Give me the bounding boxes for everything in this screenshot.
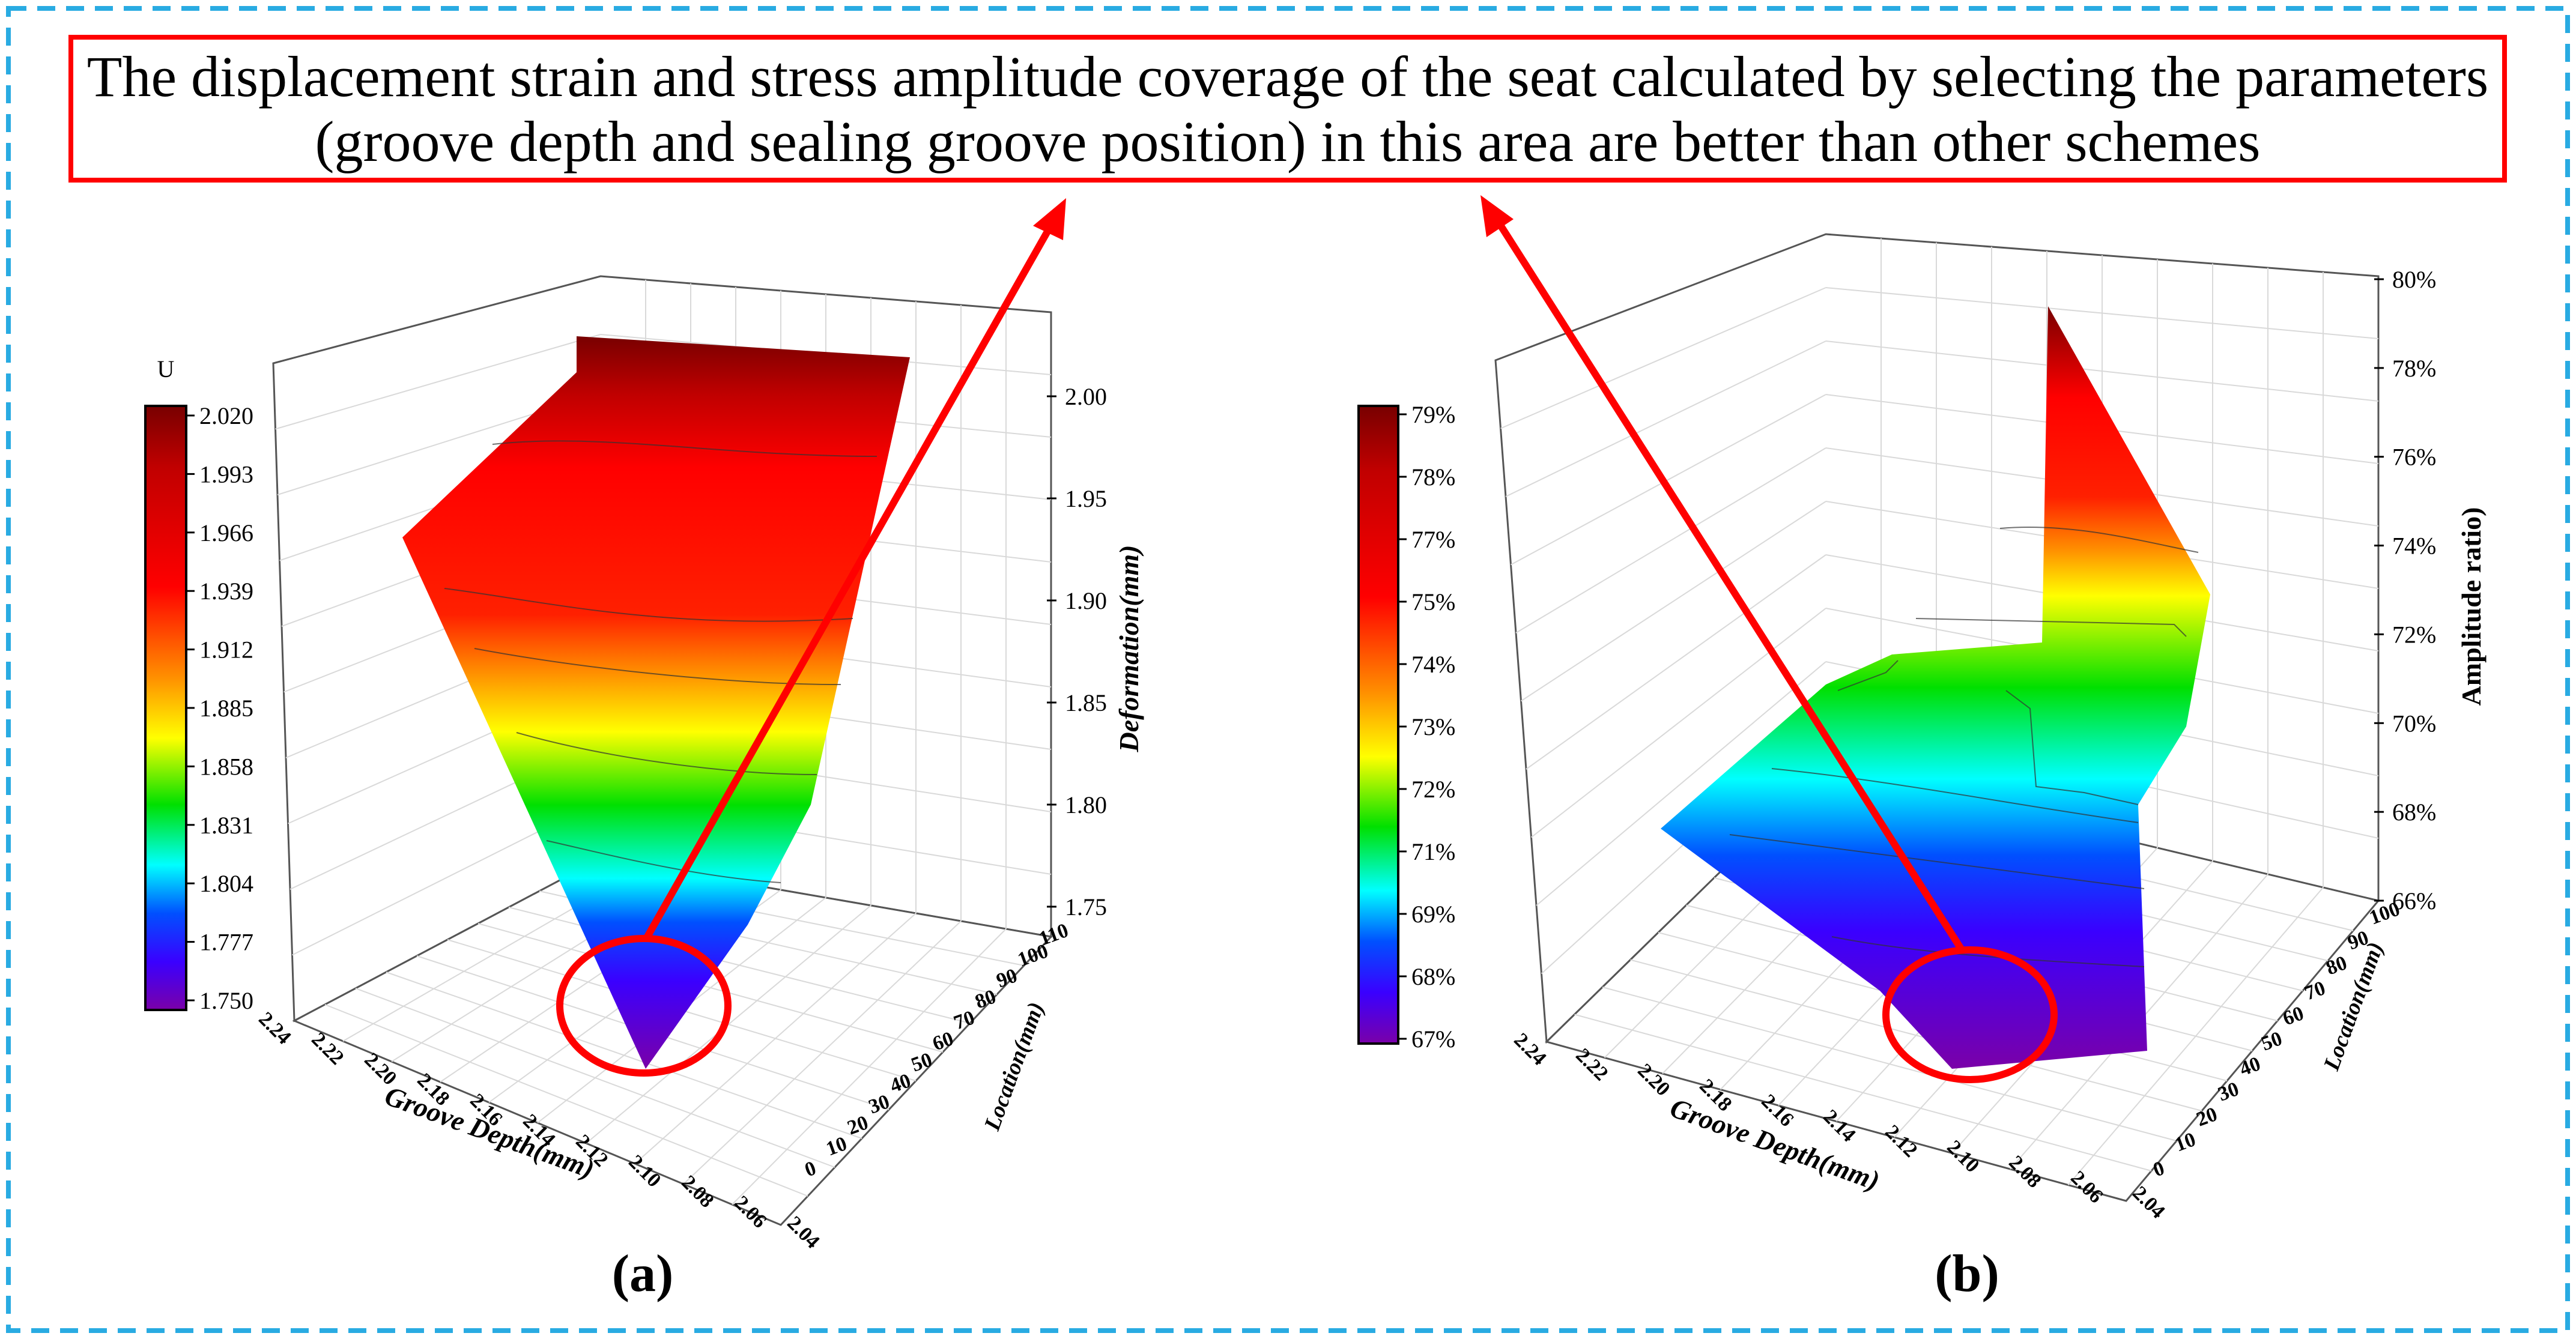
panel-b-contour: [1729, 834, 2145, 889]
panel-a-colorbar-tick: 1.885: [199, 695, 253, 722]
panel-b-optimal-circle: [1882, 946, 2058, 1083]
panel-a-colorbar-tick: 1.831: [199, 812, 253, 839]
panel-a-label: (a): [612, 1245, 674, 1303]
panel-a-z-ticks: 2.00 1.95 1.90 1.85 1.80 1.75: [1047, 383, 1107, 920]
panel-b-surface: [1661, 306, 2210, 1069]
panel-b-y-tick: 0: [2150, 1157, 2168, 1182]
panel-a-gridline: [683, 920, 962, 1185]
panel-a-z-tick: 2.00: [1065, 383, 1107, 410]
panel-a-colorbar-tick: 1.858: [199, 753, 253, 780]
panel-b-contour: [1915, 618, 2187, 637]
panel-a-contour: [516, 732, 817, 775]
panel-a-contour: [444, 588, 853, 622]
panel-a-contour: [546, 840, 781, 883]
panel-a-zlabel: Deformation(mm): [1114, 545, 1144, 753]
panel-a-z-tick: 1.75: [1065, 893, 1107, 920]
panel-a-z-tick: 1.80: [1065, 791, 1107, 818]
panel-a-z-tick: 1.90: [1065, 587, 1107, 614]
panel-a-x-tick: 2.04: [783, 1212, 823, 1253]
panel-b-z-tick: 74%: [2392, 533, 2436, 560]
panel-a-gridline: [732, 928, 1007, 1205]
panel-a-z-tick: 1.95: [1065, 485, 1107, 512]
panel-b-gridline: [1536, 661, 1826, 906]
panel-b-colorbar-tick: 72%: [1411, 776, 1455, 803]
panel-a-colorbar: [144, 405, 187, 1011]
panel-a-colorbar-title: U: [157, 355, 175, 382]
panel-b-colorbar: [1357, 405, 1399, 1045]
panel-b-z-tick: 66%: [2392, 887, 2436, 914]
panel-a-colorbar-tick: 1.966: [199, 519, 253, 546]
panel-b-colorbar-tick: 73%: [1411, 713, 1455, 740]
panel-b-gridline: [1505, 340, 1826, 497]
panel-a-x-tick: 2.24: [254, 1008, 295, 1048]
panel-b-contour: [1771, 768, 2139, 823]
panel-b-contour: [1831, 936, 2145, 967]
panel-b-colorbar-tick: 75%: [1411, 588, 1455, 615]
panel-b-gridline: [2067, 887, 2324, 1186]
arrow-a-shaft: [642, 223, 1055, 942]
panel-b-x-tick: 2.24: [1509, 1029, 1550, 1069]
panel-b-contour: [1999, 527, 2199, 553]
panel-a-ylabel: Location(mm): [979, 999, 1049, 1135]
panel-a-surface: [402, 336, 910, 1069]
panel-a-gridline: [477, 923, 944, 1053]
panel-b-gridline: [1530, 608, 1826, 838]
panel-a-colorbar-tick: 1.750: [199, 987, 253, 1014]
panel-a-contour: [492, 440, 877, 457]
panel-a-colorbar-tick: 1.912: [199, 636, 253, 663]
panel-b-z-tick: 78%: [2392, 355, 2436, 382]
arrow-a-head: [1033, 198, 1066, 240]
panel-a-colorbar-tick: 1.993: [199, 461, 253, 488]
panel-a-z-tick: 1.85: [1065, 689, 1107, 716]
panel-b-z-tick: 72%: [2392, 621, 2436, 648]
panel-b-colorbar-tick: 69%: [1411, 901, 1455, 928]
annotations: [556, 195, 2058, 1083]
panel-b-colorbar-tick: 79%: [1411, 401, 1455, 428]
panel-b-contours: [1729, 527, 2199, 967]
panel-a-gridline: [586, 905, 871, 1144]
panel-b-contour: [1837, 660, 1899, 691]
panel-a-colorbar-tick: 1.777: [199, 929, 253, 956]
panel-b-colorbar-ticks: 79% 78% 77% 75% 74% 73% 72% 71% 69% 68% 67%: [1398, 401, 1455, 1053]
arrow-b-shaft: [1495, 220, 1965, 951]
panel-b-label: (b): [1935, 1245, 1999, 1303]
panel-b-zlabel: Amplitude ratio): [2456, 507, 2487, 706]
panel-b-colorbar-tick: 68%: [1411, 963, 1455, 990]
panel-b-contour: [2005, 690, 2139, 805]
panel-a-colorbar-tick: 2.020: [199, 402, 253, 429]
banner: The displacement strain and stress ampli…: [68, 35, 2507, 183]
panel-a-gridline: [275, 334, 601, 430]
panel-b-colorbar-tick: 71%: [1411, 838, 1455, 865]
arrow-b-head: [1480, 195, 1514, 237]
panel-a-colorbar-tick: 1.939: [199, 578, 253, 605]
panel-b-gridline: [1520, 501, 1826, 702]
banner-line-1: The displacement strain and stress ampli…: [87, 44, 2488, 109]
panel-b-z-tick: 76%: [2392, 444, 2436, 471]
panel-b-gridline: [1526, 554, 1826, 770]
panel-b-gridline: [1500, 287, 1826, 429]
banner-line-2: (groove depth and sealing groove positio…: [315, 109, 2261, 174]
panel-b-colorbar-tick: 67%: [1411, 1026, 1455, 1053]
panel-b-gridline: [1515, 447, 1826, 633]
panel-b-colorbar-tick: 77%: [1411, 526, 1455, 553]
panel-b-colorbar-tick: 74%: [1411, 651, 1455, 678]
panel-b: 79% 78% 77% 75% 74% 73% 72% 71% 69% 68% 67% 80% 78%…: [1357, 233, 2487, 1303]
panel-b-colorbar-tick: 78%: [1411, 464, 1455, 491]
panel-b-z-tick: 80%: [2392, 266, 2436, 293]
panel-b-z-tick: 68%: [2392, 799, 2436, 826]
panel-a-gridline: [634, 913, 917, 1164]
panel-a-colorbar-tick: 1.804: [199, 870, 253, 897]
panel-b-z-tick: 70%: [2392, 710, 2436, 737]
panel-b-z-ticks: 80% 78% 76% 74% 72% 70% 68% 66%: [2374, 266, 2436, 914]
banner-box: [68, 35, 2507, 183]
panel-a-colorbar-ticks: 2.020 1.993 1.966 1.939 1.912 1.885 1.858 1.831…: [186, 402, 253, 1014]
outer-frame: [6, 6, 2570, 1333]
panel-a: U 2.020 1.993 1.966 1.939 1.912 1.885 1.858 1.8…: [144, 275, 1144, 1303]
panel-b-gridline: [1511, 394, 1826, 566]
